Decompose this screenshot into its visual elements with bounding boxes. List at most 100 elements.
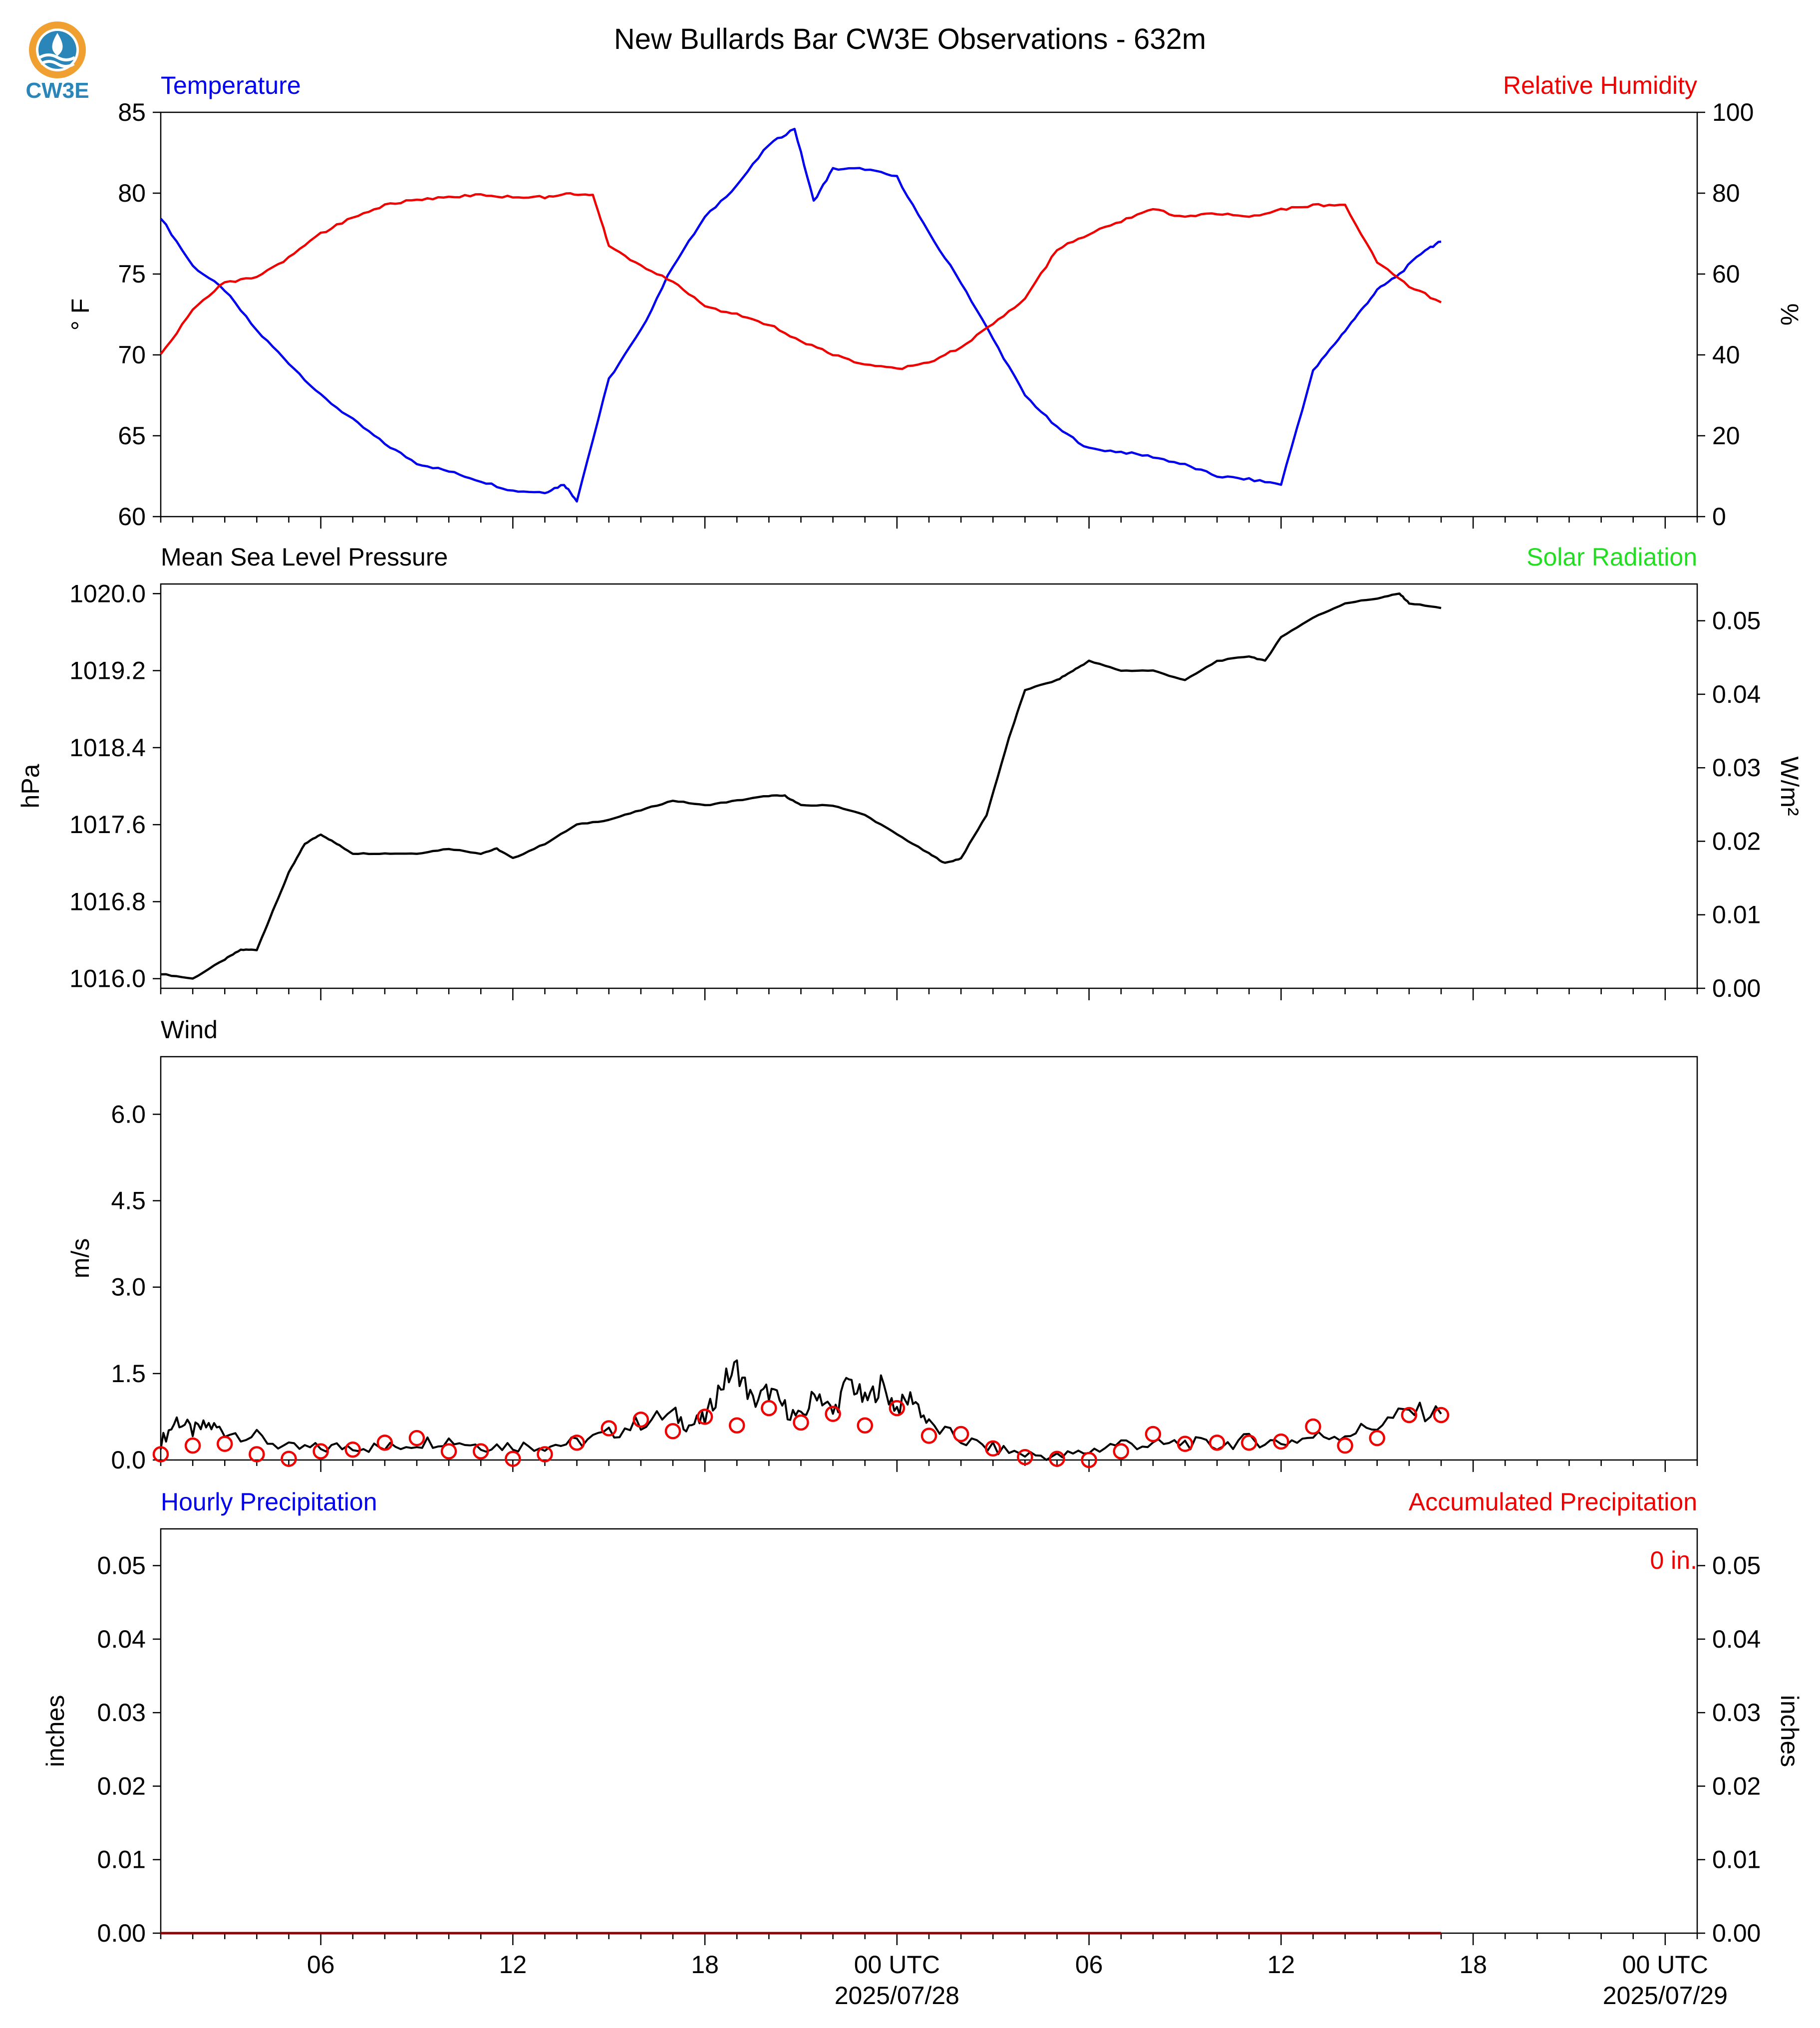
y-tick-label: 0.02 (1712, 1772, 1761, 1800)
y-tick-label: 1020.0 (69, 579, 146, 607)
wind-marker (152, 1446, 169, 1462)
wind-marker (408, 1430, 425, 1447)
y-tick-label: 65 (118, 422, 146, 450)
pressure-x-ticks (160, 988, 1698, 1000)
y-tick-label: 4.5 (111, 1187, 146, 1215)
y-tick-label: 70 (118, 341, 146, 369)
precip-left-y-ticks: 0.00 0.01 0.02 0.03 0.04 0.05 (97, 1552, 161, 1947)
humidity-title: Relative Humidity (1503, 71, 1697, 99)
precip-panel: Hourly Precipitation Accumulated Precipi… (41, 1488, 1804, 2010)
y-tick-label: 0.03 (1712, 754, 1761, 782)
precip-x-ticks (160, 1933, 1698, 1945)
x-date-label: 2025/07/29 (1603, 1982, 1728, 2010)
wind-marker (1113, 1443, 1129, 1459)
logo-text: CW3E (25, 78, 89, 103)
y-tick-label: 0.02 (97, 1772, 146, 1800)
y-tick-label: 0.05 (97, 1552, 146, 1580)
y-tick-label: 0.01 (1712, 1846, 1761, 1874)
y-tick-label: 0.04 (1712, 680, 1761, 708)
wind-marker (473, 1443, 489, 1459)
pressure-y-ticks: 1016.0 1016.8 1017.6 1018.4 1019.2 1020.0 (69, 579, 161, 993)
y-tick-label: 0.0 (111, 1446, 146, 1474)
pressure-unit-label: hPa (16, 764, 44, 808)
humidity-line (160, 192, 1442, 370)
x-tick-label: 06 (307, 1951, 335, 1979)
wind-marker (440, 1443, 457, 1459)
wind-marker (889, 1400, 906, 1417)
wind-marker (1401, 1407, 1418, 1424)
x-tick-label: 00 UTC (854, 1951, 940, 1979)
x-tick-label: 18 (691, 1951, 719, 1979)
x-tick-label: 12 (499, 1951, 527, 1979)
x-tick-label: 12 (1267, 1951, 1295, 1979)
y-tick-label: 0.00 (1712, 974, 1761, 1002)
solar-unit-label: W/m² (1776, 756, 1804, 816)
wind-marker (793, 1414, 809, 1431)
y-tick-label: 0.00 (97, 1919, 146, 1947)
wind-marker (1241, 1435, 1257, 1451)
y-tick-label: 40 (1712, 341, 1740, 369)
temperature-plot-frame (160, 111, 1698, 518)
wind-marker (1369, 1430, 1385, 1447)
cw3e-logo: CW3E (25, 21, 89, 103)
precip-right-y-ticks: 0.00 0.01 0.02 0.03 0.04 0.05 (1697, 1552, 1761, 1947)
wind-marker (217, 1436, 233, 1452)
y-tick-label: 0.05 (1712, 607, 1761, 635)
y-tick-label: 0.01 (97, 1846, 146, 1874)
accum-precip-title: Accumulated Precipitation (1409, 1488, 1697, 1516)
precip-left-unit-label: inches (41, 1695, 69, 1767)
wind-marker (1177, 1436, 1194, 1452)
temperature-unit-label: ° F (66, 298, 94, 330)
y-tick-label: 0.03 (97, 1699, 146, 1727)
y-tick-label: 1016.0 (69, 965, 146, 993)
wind-marker (632, 1411, 649, 1428)
figure-title: New Bullards Bar CW3E Observations - 632… (614, 23, 1206, 55)
wind-markers (152, 1400, 1450, 1468)
x-tick-labels: 06 12 18 00 UTC 06 12 18 00 UTC 2025/07/28 2025/0… (307, 1951, 1728, 2010)
temperature-line (160, 128, 1442, 503)
pressure-title: Mean Sea Level Pressure (161, 543, 448, 571)
y-tick-label: 80 (118, 179, 146, 207)
y-tick-label: 20 (1712, 422, 1740, 450)
y-tick-label: 1.5 (111, 1360, 146, 1388)
wind-marker (1273, 1433, 1289, 1450)
y-tick-label: 60 (118, 503, 146, 531)
y-tick-label: 1019.2 (69, 657, 146, 685)
x-tick-label: 00 UTC (1622, 1951, 1708, 1979)
y-tick-label: 1018.4 (69, 734, 146, 762)
wind-marker (1433, 1407, 1450, 1424)
wind-speed-line (160, 1359, 1442, 1461)
wind-marker (1305, 1418, 1321, 1435)
humidity-y-ticks: 0 20 40 60 80 100 (1697, 98, 1754, 531)
y-tick-label: 1016.8 (69, 887, 146, 915)
y-tick-label: 80 (1712, 179, 1740, 207)
wind-marker (569, 1435, 585, 1451)
x-tick-label: 06 (1075, 1951, 1103, 1979)
temperature-x-ticks (160, 517, 1698, 529)
wind-marker (952, 1426, 969, 1443)
y-tick-label: 0.04 (97, 1625, 146, 1653)
wind-marker (505, 1450, 521, 1467)
x-date-label: 2025/07/28 (835, 1982, 959, 2010)
wind-panel: Wind m/s 0.0 1.5 3.0 4.5 6.0 (66, 1016, 1698, 1474)
pressure-panel: Mean Sea Level Pressure Solar Radiation … (16, 543, 1804, 1002)
wind-marker (312, 1443, 329, 1459)
wind-title: Wind (161, 1016, 218, 1044)
wind-marker (281, 1450, 297, 1467)
solar-y-ticks: 0.00 0.01 0.02 0.03 0.04 0.05 (1697, 607, 1761, 1002)
wind-unit-label: m/s (66, 1238, 94, 1279)
y-tick-label: 3.0 (111, 1273, 146, 1301)
y-tick-label: 0.05 (1712, 1552, 1761, 1580)
wind-plot-frame (160, 1056, 1698, 1461)
wind-marker (184, 1437, 201, 1454)
y-tick-label: 75 (118, 260, 146, 288)
y-tick-label: 0.03 (1712, 1699, 1761, 1727)
y-tick-label: 0.02 (1712, 827, 1761, 855)
wind-marker (920, 1428, 937, 1444)
y-tick-label: 6.0 (111, 1100, 146, 1128)
wind-marker (857, 1417, 873, 1434)
wind-marker (601, 1420, 617, 1437)
y-tick-label: 100 (1712, 98, 1754, 126)
wind-x-ticks (160, 1460, 1698, 1472)
wind-marker (1337, 1437, 1353, 1454)
